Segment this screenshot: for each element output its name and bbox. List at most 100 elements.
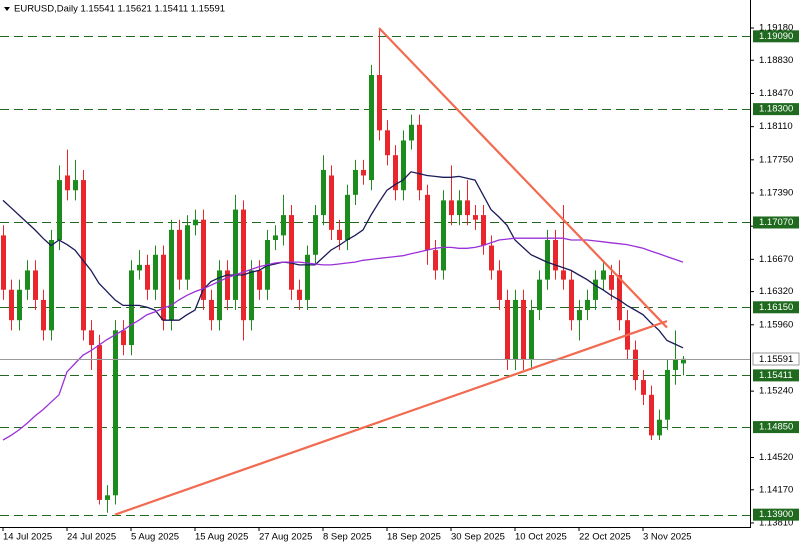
candle-body	[593, 279, 598, 300]
candle-body	[513, 299, 518, 360]
level-label-box	[753, 30, 799, 43]
candle-body	[337, 229, 342, 240]
level-label: 1.16150	[759, 302, 793, 313]
y-tick-label: 1.15960	[759, 319, 793, 330]
y-tick-label: 1.17390	[759, 188, 793, 199]
candle-body	[505, 299, 510, 360]
candle-body	[33, 270, 38, 300]
candle-body	[393, 155, 398, 191]
trendline	[114, 320, 668, 516]
candle-body	[273, 235, 278, 240]
candle-body	[473, 215, 478, 220]
candle-body	[665, 369, 670, 420]
price-axis: 1.19180 1.18830 1.18470 1.18110 1.17750 1.173…	[750, 23, 800, 528]
candle-body	[457, 200, 462, 216]
candle-body	[585, 299, 590, 311]
menu-arrow[interactable]	[4, 7, 10, 11]
candle-body	[281, 215, 286, 236]
level-label-box	[753, 508, 799, 521]
candle-body	[73, 180, 78, 191]
x-tick-label: 27 Aug 2025	[259, 532, 312, 543]
candle-body	[9, 289, 14, 321]
candle-body	[465, 200, 470, 216]
candle-body	[433, 250, 438, 271]
x-tick-label: 8 Sep 2025	[323, 532, 372, 543]
candle-body	[657, 419, 662, 436]
candle-body	[225, 270, 230, 300]
candle-body	[113, 330, 118, 496]
candle-body	[185, 225, 190, 280]
candle-body	[545, 239, 550, 280]
candle-body	[153, 254, 158, 290]
candle-body	[25, 270, 30, 290]
x-tick-label: 3 Nov 2025	[643, 532, 692, 543]
candle-body	[489, 245, 494, 271]
x-tick-label: 30 Sep 2025	[451, 532, 505, 543]
y-tick-label: 1.18470	[759, 88, 793, 99]
candle-body	[401, 140, 406, 191]
candle-body	[529, 310, 534, 360]
candle-body	[681, 358, 686, 364]
candle-body	[577, 310, 582, 321]
ma-line	[2, 237, 684, 441]
y-tick-label: 1.14170	[759, 484, 793, 495]
level-label: 1.14850	[759, 422, 793, 433]
ma-line	[2, 171, 684, 349]
y-tick-label: 1.13810	[759, 517, 793, 528]
x-tick-label: 14 Jul 2025	[3, 532, 52, 543]
candle-body	[425, 194, 430, 251]
y-tick-label: 1.18110	[759, 121, 793, 132]
candle-body	[169, 229, 174, 321]
x-tick-label: 5 Aug 2025	[131, 532, 179, 543]
candle-body	[249, 270, 254, 321]
candle-body	[81, 180, 86, 331]
candle-body	[321, 169, 326, 216]
y-tick-label: 1.18830	[759, 55, 793, 66]
candle-body	[481, 215, 486, 246]
candle-body	[1, 235, 6, 290]
chart-title: EURUSD,Daily 1.15541 1.15621 1.15411 1.1…	[14, 4, 225, 15]
candle-body	[289, 215, 294, 290]
candle-body	[65, 175, 70, 191]
y-tick-label: 1.16320	[759, 286, 793, 297]
y-tick-label: 1.15240	[759, 386, 793, 397]
level-label: 1.19090	[759, 31, 793, 42]
candle-body	[633, 349, 638, 381]
candle-body	[329, 175, 334, 230]
candle-body	[105, 495, 110, 500]
candle-body	[385, 130, 390, 156]
candle-body	[361, 169, 366, 176]
candle-body	[145, 264, 150, 290]
candle-body	[305, 254, 310, 300]
candle-body	[449, 200, 454, 216]
y-tick-label: 1.14520	[759, 452, 793, 463]
candle-body	[345, 194, 350, 240]
level-label: 1.15411	[759, 370, 793, 381]
candle-body	[161, 254, 166, 321]
x-tick-label: 24 Jul 2025	[67, 532, 116, 543]
plot-area	[0, 27, 750, 516]
candle-body	[297, 289, 302, 300]
level-label-box	[753, 301, 799, 314]
candle-body	[121, 330, 126, 346]
candle-body	[177, 229, 182, 280]
candle-body	[241, 209, 246, 321]
candle-body	[137, 264, 142, 271]
candle-body	[377, 75, 382, 131]
y-tick-label: 1.17750	[759, 154, 793, 165]
level-label-box	[753, 369, 799, 382]
candle-body	[17, 289, 22, 321]
candle-body	[417, 124, 422, 191]
candle-body	[441, 200, 446, 271]
candle-body	[233, 209, 238, 300]
level-label: 1.17070	[759, 217, 793, 228]
candle-body	[537, 279, 542, 311]
level-label-box	[753, 421, 799, 434]
candle-body	[201, 219, 206, 300]
candle-body	[369, 75, 374, 181]
x-tick-label: 15 Aug 2025	[195, 532, 248, 543]
x-tick-label: 22 Oct 2025	[579, 532, 631, 543]
candle-body	[553, 239, 558, 271]
